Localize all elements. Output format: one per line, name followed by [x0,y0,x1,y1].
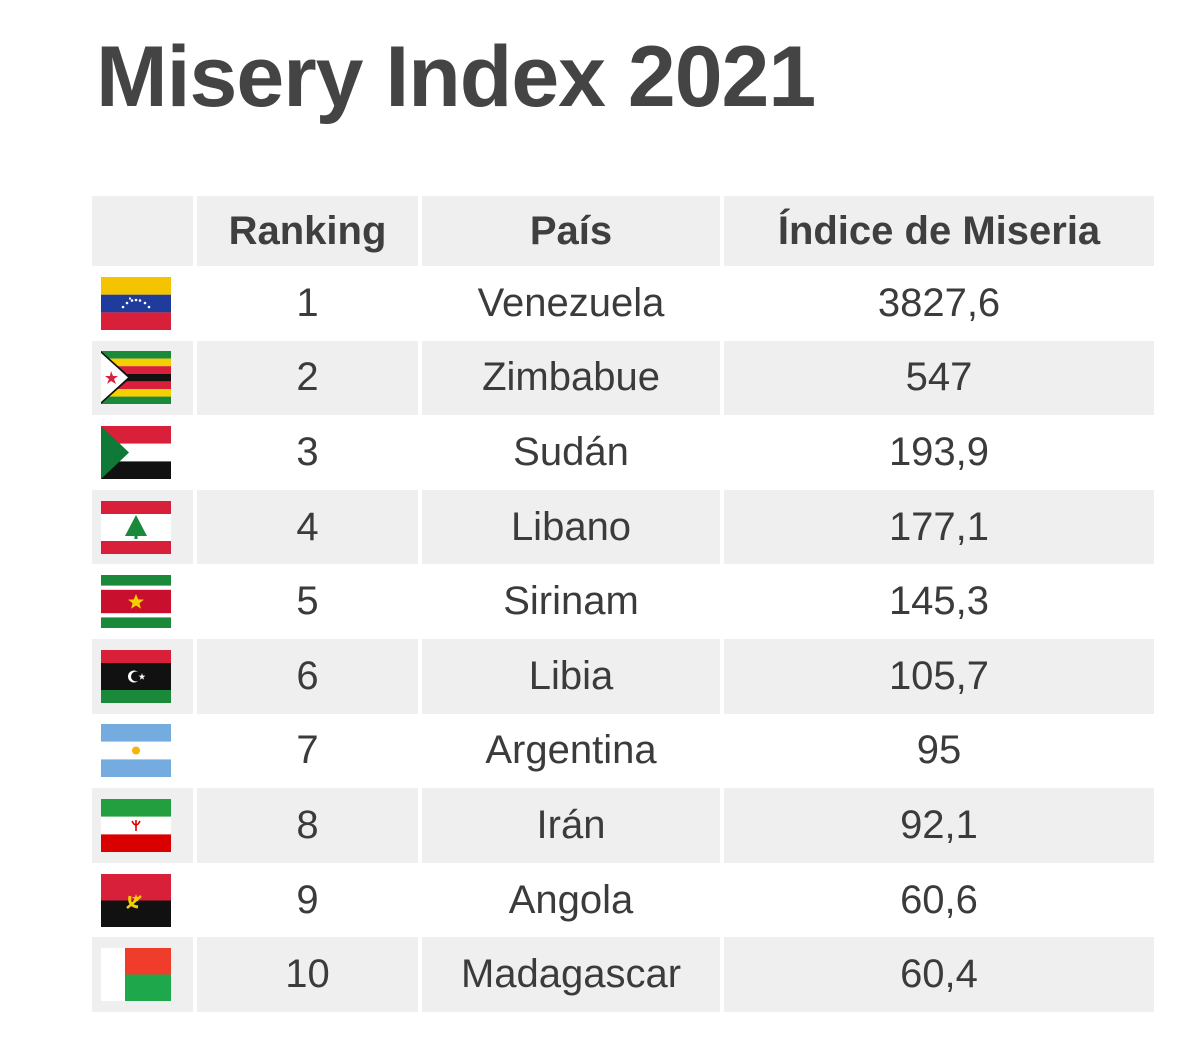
index-cell: 95 [916,728,962,773]
table-row: 5 Sirinam 145,3 [92,564,1154,639]
table-row: 1 Venezuela 3827,6 [92,266,1154,341]
rank-cell: 4 [197,489,418,565]
flag-cell [92,638,193,714]
misery-index-table: Ranking País Índice de Miseria 1 Venezue… [92,196,1154,1012]
page-title: Misery Index 2021 [96,29,816,125]
country-cell: Libia [422,638,720,714]
rank-cell: 10 [197,937,418,1012]
rank-cell: 6 [197,638,418,714]
flag-cell [92,788,193,863]
country-cell: Libano [422,489,720,565]
flag-cell [92,863,193,938]
country-cell: Angola [508,877,634,922]
sudan-flag-icon [100,425,171,479]
index-cell: 60,4 [724,937,1154,1012]
rank-cell: 7 [296,728,319,773]
argentina-flag-icon [100,724,171,778]
index-cell: 193,9 [888,429,990,474]
flag-cell [92,489,193,565]
rank-cell: 2 [197,340,418,416]
table-row: 3 Sudán 193,9 [92,415,1154,490]
country-cell: Irán [422,788,720,863]
flag-cell [92,415,193,490]
index-cell: 3827,6 [877,280,1001,325]
table-row: 9 Angola 60,6 [92,863,1154,938]
lebanon-flag-icon [100,500,171,554]
table-row: 2 Zimbabue 547 [92,340,1154,416]
libya-flag-icon [100,649,171,703]
index-cell: 105,7 [724,638,1154,714]
flag-cell [92,266,193,341]
rank-cell: 3 [296,429,319,474]
country-cell: Venezuela [477,280,665,325]
header-country: País [422,196,720,266]
index-cell: 60,6 [900,877,978,922]
index-cell: 177,1 [724,489,1154,565]
table-row: 10 Madagascar 60,4 [92,937,1154,1012]
flag-cell [92,937,193,1012]
table-row: 7 Argentina 95 [92,714,1154,789]
country-cell: Zimbabue [422,340,720,416]
rank-cell: 1 [296,280,319,325]
header-ranking: Ranking [197,196,418,266]
angola-flag-icon [100,873,171,927]
rank-cell: 9 [296,877,319,922]
venezuela-flag-icon [100,276,171,330]
header-flag [92,196,193,266]
country-cell: Argentina [485,728,657,773]
table-row: 4 Libano 177,1 [92,489,1154,565]
index-cell: 547 [724,340,1154,416]
header-misery-index: Índice de Miseria [724,196,1154,266]
iran-flag-icon [100,798,171,852]
index-cell: 145,3 [888,579,990,624]
suriname-flag-icon [100,575,171,629]
zimbabwe-flag-icon [100,351,171,405]
country-cell: Madagascar [422,937,720,1012]
table-row: 6 Libia 105,7 [92,638,1154,714]
flag-cell [92,340,193,416]
madagascar-flag-icon [100,948,171,1002]
country-cell: Sudán [513,429,629,474]
rank-cell: 8 [197,788,418,863]
table-row: 8 Irán 92,1 [92,788,1154,863]
country-cell: Sirinam [503,579,639,624]
rank-cell: 5 [296,579,319,624]
index-cell: 92,1 [724,788,1154,863]
flag-cell [92,564,193,639]
table-header-row: Ranking País Índice de Miseria [92,196,1154,266]
flag-cell [92,714,193,789]
